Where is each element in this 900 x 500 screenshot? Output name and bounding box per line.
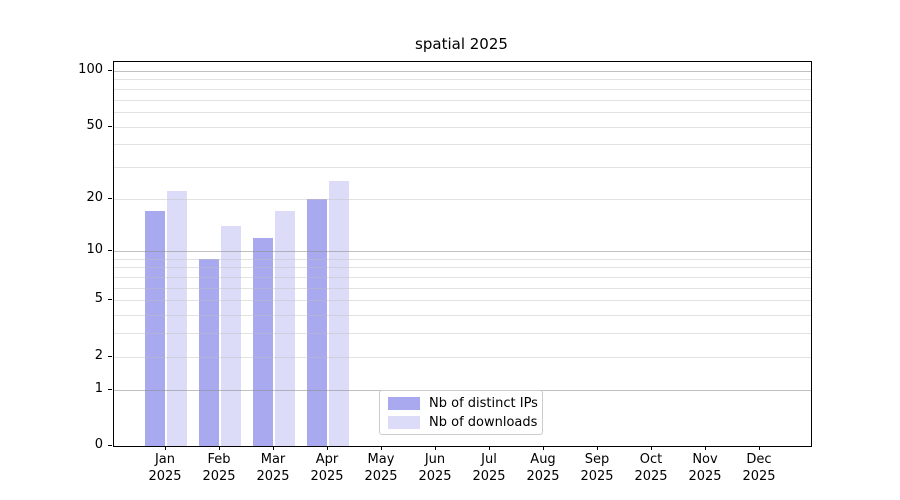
x-tick-mark-jul [489, 446, 490, 450]
bar-mar-downloads [275, 211, 295, 446]
y-tick-mark-1 [108, 388, 112, 390]
legend-entry-distinct-ips: Nb of distinct IPs [388, 396, 538, 411]
bar-mar-ips [253, 237, 273, 446]
x-tick-mark-apr [327, 446, 328, 450]
x-tick-mark-may [381, 446, 382, 450]
x-tick-label-feb: Feb 2025 [202, 452, 236, 484]
gridline-minor-6 [114, 287, 811, 289]
y-tick-label-50: 50 [86, 117, 103, 133]
y-tick-mark-5 [108, 299, 112, 301]
gridline-minor-3 [114, 333, 811, 335]
y-tick-label-20: 20 [86, 189, 103, 205]
bar-jan-ips [145, 211, 165, 446]
legend-label-downloads: Nb of downloads [429, 414, 538, 430]
y-tick-mark-100 [108, 70, 112, 71]
x-tick-mark-sep [597, 446, 598, 450]
bar-feb-downloads [221, 225, 241, 446]
legend-swatch-distinct-ips [388, 396, 420, 410]
x-tick-mark-oct [651, 446, 652, 450]
x-tick-label-apr: Apr 2025 [310, 452, 344, 484]
y-tick-mark-10 [108, 250, 112, 252]
x-tick-label-nov: Nov 2025 [688, 452, 722, 484]
x-tick-mark-jun [435, 446, 436, 450]
legend-label-distinct-ips: Nb of distinct IPs [429, 395, 538, 411]
x-tick-label-jul: Jul 2025 [472, 452, 506, 484]
gridline-minor-2 [114, 356, 811, 358]
grid-layer [114, 62, 811, 446]
y-tick-label-2: 2 [94, 347, 103, 363]
gridline-minor-20 [114, 198, 811, 200]
y-tick-label-0: 0 [94, 437, 103, 452]
bar-apr-ips [307, 198, 327, 446]
x-tick-mark-mar [273, 446, 274, 450]
gridline-minor-50 [114, 126, 811, 128]
bar-apr-downloads [329, 181, 349, 446]
plot-area: Nb of distinct IPs Nb of downloads [113, 61, 812, 447]
gridline-minor-7 [114, 277, 811, 279]
bar-jan-downloads [167, 191, 187, 446]
y-tick-label-5: 5 [94, 291, 103, 307]
y-tick-mark-20 [108, 197, 112, 199]
x-tick-label-aug: Aug 2025 [526, 452, 560, 484]
y-tick-mark-50 [108, 125, 112, 127]
bar-feb-ips [199, 258, 219, 446]
gridline-minor-9 [114, 258, 811, 260]
gridline-minor-40 [114, 144, 811, 146]
gridline-minor-30 [114, 166, 811, 168]
legend: Nb of distinct IPs Nb of downloads [379, 390, 543, 435]
gridline-minor-60 [114, 111, 811, 113]
x-tick-label-dec: Dec 2025 [742, 452, 776, 484]
gridline-minor-90 [114, 79, 811, 81]
gridline-minor-70 [114, 99, 811, 101]
gridline-minor-80 [114, 88, 811, 90]
gridline-major-100 [114, 71, 811, 72]
y-tick-mark-0 [108, 445, 112, 446]
legend-entry-downloads: Nb of downloads [388, 414, 538, 430]
x-tick-label-mar: Mar 2025 [256, 452, 290, 484]
chart-title: spatial 2025 [415, 35, 508, 53]
x-tick-label-may: May 2025 [364, 452, 398, 484]
y-tick-mark-2 [108, 355, 112, 357]
x-tick-mark-aug [543, 446, 544, 450]
y-tick-label-100: 100 [78, 62, 103, 77]
y-tick-label-1: 1 [94, 380, 103, 396]
legend-swatch-downloads [388, 415, 420, 429]
gridline-minor-4 [114, 315, 811, 317]
x-tick-mark-jan [165, 446, 166, 450]
gridline-minor-8 [114, 267, 811, 269]
x-tick-mark-nov [705, 446, 706, 450]
x-tick-label-sep: Sep 2025 [580, 452, 614, 484]
y-tick-label-10: 10 [86, 242, 103, 258]
gridline-major-10 [114, 251, 811, 253]
x-tick-mark-dec [759, 446, 760, 450]
x-tick-label-jan: Jan 2025 [148, 452, 182, 484]
x-tick-mark-feb [219, 446, 220, 450]
x-tick-label-jun: Jun 2025 [418, 452, 452, 484]
x-tick-label-oct: Oct 2025 [634, 452, 668, 484]
gridline-minor-5 [114, 300, 811, 302]
bars-layer [114, 62, 811, 446]
